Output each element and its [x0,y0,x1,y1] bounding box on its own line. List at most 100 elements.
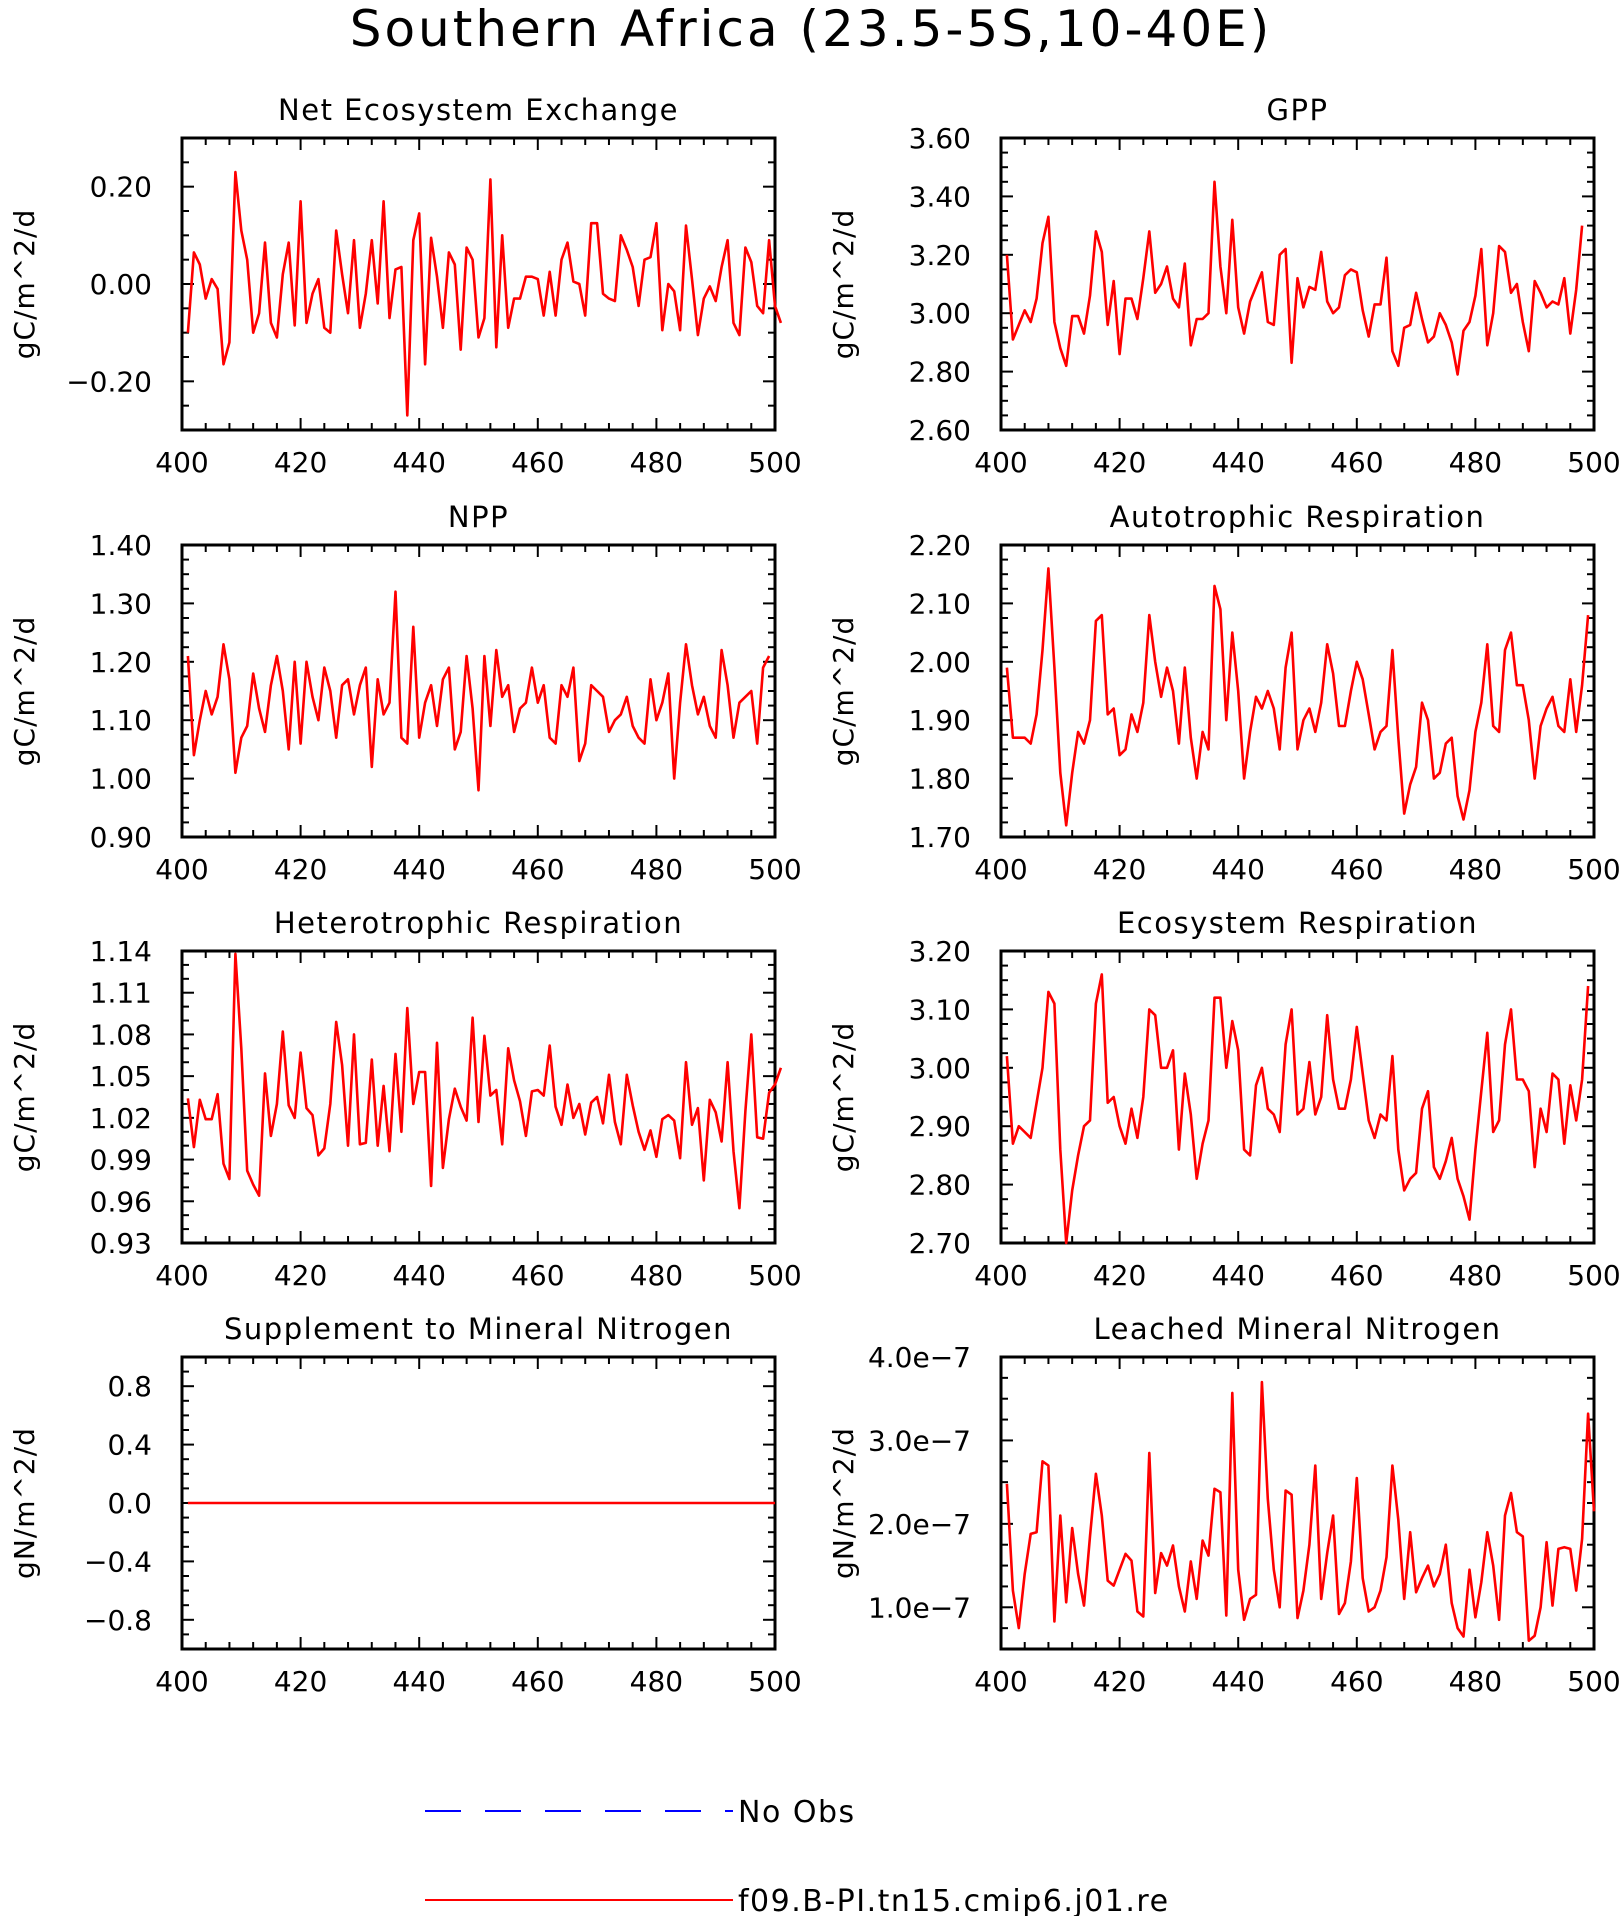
x-tick-label: 420 [274,1665,327,1698]
x-tick-label: 400 [974,1665,1027,1698]
y-tick-label: 1.20 [90,646,152,679]
y-tick-label: −0.8 [84,1604,152,1637]
y-tick-label: 2.00 [909,646,971,679]
x-tick-label: 460 [1330,853,1383,886]
x-tick-label: 480 [630,1259,683,1292]
x-tick-label: 420 [1093,1665,1146,1698]
y-tick-label: 0.90 [90,821,152,854]
panels-group: Net Ecosystem Exchange gC/m^2/d 400 420 440 4… [8,93,1621,1698]
y-axis-label: gC/m^2/d [827,1022,860,1173]
series-line-0 [186,170,783,417]
x-tick-label: 440 [1211,446,1264,479]
x-tick-label: 480 [1449,446,1502,479]
x-tick-label: 460 [1330,1259,1383,1292]
y-tick-label: 0.96 [90,1185,152,1218]
y-axis-label: gN/m^2/d [8,1427,41,1579]
x-tick-label: 460 [511,1665,564,1698]
y-tick-label: 1.70 [909,821,971,854]
x-tick-label: 460 [511,446,564,479]
y-tick-label: 1.0e−7 [868,1591,971,1624]
x-tick-label: 420 [274,1259,327,1292]
x-tick-label: 420 [1093,1259,1146,1292]
y-tick-label: 1.14 [90,935,152,968]
plot-frame [180,949,777,1245]
y-tick-label: 2.80 [909,356,971,389]
y-tick-label: 3.20 [909,935,971,968]
x-tick-label: 400 [974,1259,1027,1292]
y-tick-label: 1.80 [909,763,971,796]
y-axis-label: gC/m^2/d [8,209,41,360]
y-tick-label: 1.40 [90,529,152,562]
panel-autotrophic-respiration: Autotrophic Respiration gC/m^2/d 400 420 440… [827,500,1621,886]
legend-label-no-obs: No Obs [738,1795,856,1830]
x-tick-label: 420 [274,853,327,886]
y-tick-label: 1.00 [90,763,152,796]
x-tick-label: 480 [1449,1665,1502,1698]
x-tick-label: 500 [748,853,801,886]
y-axis-label: gN/m^2/d [827,1427,860,1579]
x-tick-label: 480 [1449,1259,1502,1292]
y-axis-label: gC/m^2/d [8,616,41,767]
y-tick-label: 1.10 [90,704,152,737]
panel-npp: NPP gC/m^2/d 400 420 440 460 480 500 0.90 1.00 1.1… [8,500,802,886]
x-tick-label: 400 [155,1665,208,1698]
panel-ecosystem-respiration: Ecosystem Respiration gC/m^2/d 400 420 440 46… [827,906,1621,1292]
y-axis-label: gC/m^2/d [827,209,860,360]
y-axis-label: gC/m^2/d [827,616,860,767]
y-tick-label: 1.30 [90,587,152,620]
x-tick-label: 500 [1567,1259,1620,1292]
y-tick-label: 2.0e−7 [868,1508,971,1541]
panel-supplement-to-mineral-nitrogen: Supplement to Mineral Nitrogen gN/m^2/d 40… [8,1312,802,1698]
panel-title: Leached Mineral Nitrogen [1093,1312,1501,1346]
panel-title: Supplement to Mineral Nitrogen [224,1312,733,1346]
x-tick-label: 420 [1093,446,1146,479]
plot-frame [180,136,777,432]
x-tick-label: 500 [1567,1665,1620,1698]
y-tick-label: 3.60 [909,122,971,155]
x-tick-label: 400 [155,1259,208,1292]
x-tick-label: 480 [630,853,683,886]
y-tick-label: 2.10 [909,587,971,620]
legend-label-model: f09.B-PI.tn15.cmip6.j01.re [738,1884,1170,1916]
y-tick-label: 0.8 [107,1370,152,1403]
x-tick-label: 480 [630,446,683,479]
x-tick-label: 480 [630,1665,683,1698]
y-tick-label: −0.4 [84,1545,152,1578]
y-tick-label: 1.02 [90,1102,152,1135]
x-tick-label: 460 [1330,1665,1383,1698]
y-tick-label: 3.00 [909,1052,971,1085]
y-tick-label: 2.70 [909,1227,971,1260]
panel-title: Heterotrophic Respiration [274,906,683,940]
panel-title: Net Ecosystem Exchange [278,93,679,127]
x-tick-label: 500 [748,1665,801,1698]
y-tick-label: 3.40 [909,180,971,213]
x-tick-label: 500 [1567,446,1620,479]
x-tick-label: 420 [1093,853,1146,886]
panel-net-ecosystem-exchange: Net Ecosystem Exchange gC/m^2/d 400 420 440 4… [8,93,802,479]
y-tick-label: 3.0e−7 [868,1424,971,1457]
y-tick-label: 2.90 [909,1110,971,1143]
panel-title: NPP [448,500,509,534]
x-tick-label: 440 [392,853,445,886]
x-tick-label: 400 [155,853,208,886]
x-tick-label: 440 [392,446,445,479]
y-tick-label: 0.99 [90,1144,152,1177]
x-tick-label: 420 [274,446,327,479]
plot-frame [999,543,1596,839]
y-tick-label: 3.10 [909,993,971,1026]
y-tick-label: 2.20 [909,529,971,562]
series-line-0 [1005,973,1590,1245]
x-tick-label: 440 [1211,1259,1264,1292]
y-tick-label: −0.20 [66,365,152,398]
legend: No Obs f09.B-PI.tn15.cmip6.j01.re [425,1795,1170,1916]
y-tick-label: 3.20 [909,239,971,272]
y-tick-label: 2.80 [909,1169,971,1202]
y-tick-label: 0.0 [107,1487,152,1520]
y-tick-label: 1.05 [90,1060,152,1093]
series-line-0 [1005,180,1584,376]
panel-title: Autotrophic Respiration [1110,500,1486,534]
panel-title: GPP [1267,93,1329,127]
y-tick-label: 1.90 [909,704,971,737]
y-tick-label: 0.00 [90,268,152,301]
